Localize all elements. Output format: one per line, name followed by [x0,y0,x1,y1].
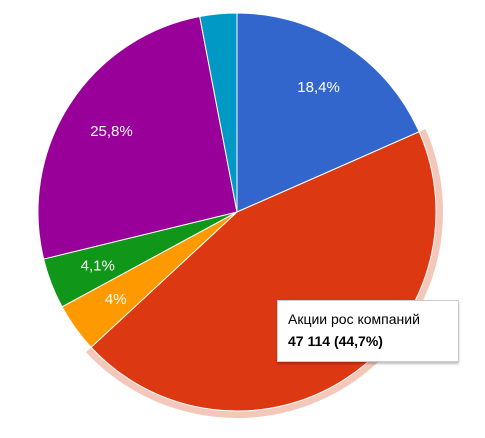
pie-slice-5[interactable] [199,12,238,213]
tooltip-series-name: Акции рос компаний [288,311,420,327]
pie-slice-4[interactable] [37,15,238,260]
slice-label-0: 18,4% [297,79,340,96]
tooltip-value: 47 114 (44,7%) [288,333,383,349]
slice-label-4: 25,8% [90,123,133,140]
slice-tooltip: Акции рос компаний 47 114 (44,7%) [277,300,459,362]
pie-slice-0[interactable] [236,12,420,213]
slice-label-3: 4,1% [81,258,115,275]
slice-label-2: 4% [105,291,127,308]
